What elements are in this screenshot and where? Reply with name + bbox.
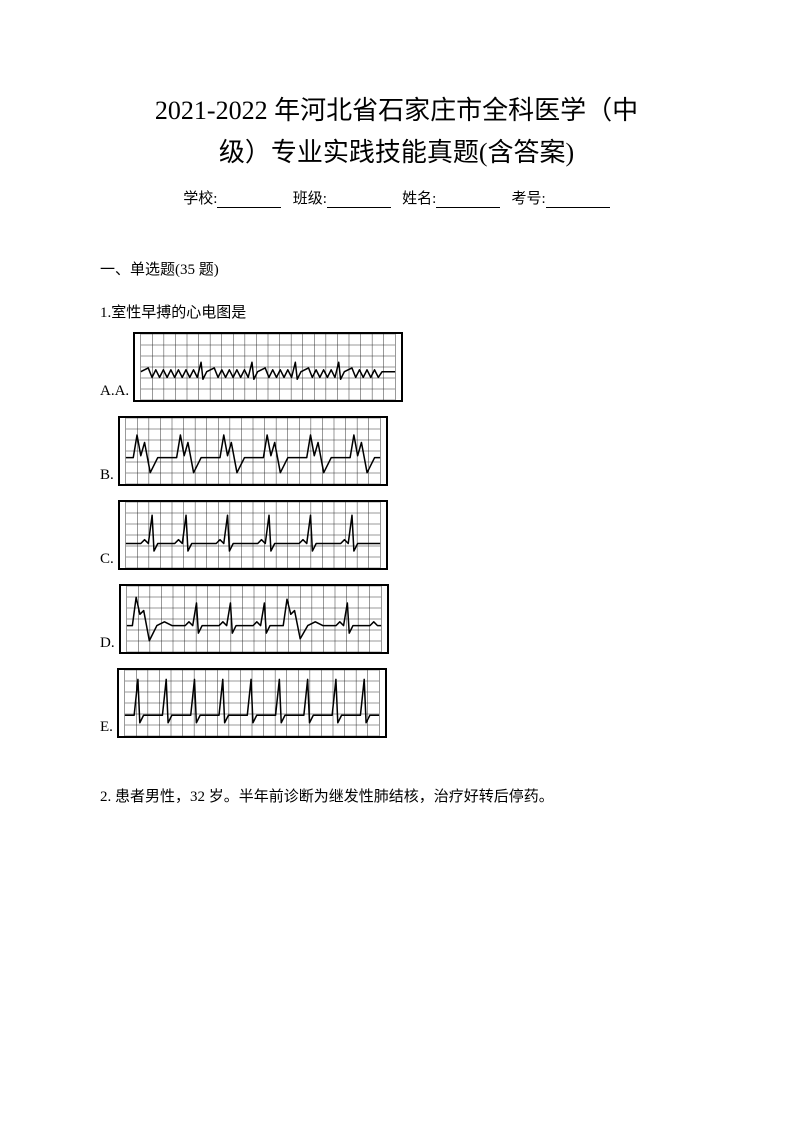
q1-option-e-label: E.	[100, 719, 113, 738]
q1-option-c-ecg	[118, 500, 388, 570]
q1-option-a[interactable]: A.A.	[100, 332, 693, 402]
title-line-1: 2021-2022 年河北省石家庄市全科医学（中	[100, 90, 693, 132]
q1-option-a-label: A.A.	[100, 383, 129, 402]
school-label: 学校:	[183, 191, 217, 207]
examno-label: 考号:	[512, 191, 546, 207]
school-blank[interactable]	[217, 192, 281, 208]
class-label: 班级:	[293, 191, 327, 207]
q1-option-d-ecg	[119, 584, 389, 654]
q1-option-c[interactable]: C.	[100, 500, 693, 570]
q1-option-b-ecg	[118, 416, 388, 486]
name-label: 姓名:	[402, 191, 436, 207]
q1-option-d[interactable]: D.	[100, 584, 693, 654]
student-info-row: 学校: 班级: 姓名: 考号:	[100, 187, 693, 208]
section-1-heading: 一、单选题(35 题)	[100, 258, 693, 279]
page-title: 2021-2022 年河北省石家庄市全科医学（中 级）专业实践技能真题(含答案)	[100, 90, 693, 173]
q1-option-b[interactable]: B.	[100, 416, 693, 486]
q1-option-c-label: C.	[100, 551, 114, 570]
title-line-2: 级）专业实践技能真题(含答案)	[100, 132, 693, 174]
q1-option-b-label: B.	[100, 467, 114, 486]
class-blank[interactable]	[327, 192, 391, 208]
question-1-text: 1.室性早搏的心电图是	[100, 301, 693, 322]
question-2-text: 2. 患者男性，32 岁。半年前诊断为继发性肺结核，治疗好转后停药。	[100, 784, 693, 811]
q1-option-d-label: D.	[100, 635, 115, 654]
q1-option-a-ecg	[133, 332, 403, 402]
name-blank[interactable]	[436, 192, 500, 208]
examno-blank[interactable]	[546, 192, 610, 208]
q1-option-e[interactable]: E.	[100, 668, 693, 738]
q1-option-e-ecg	[117, 668, 387, 738]
